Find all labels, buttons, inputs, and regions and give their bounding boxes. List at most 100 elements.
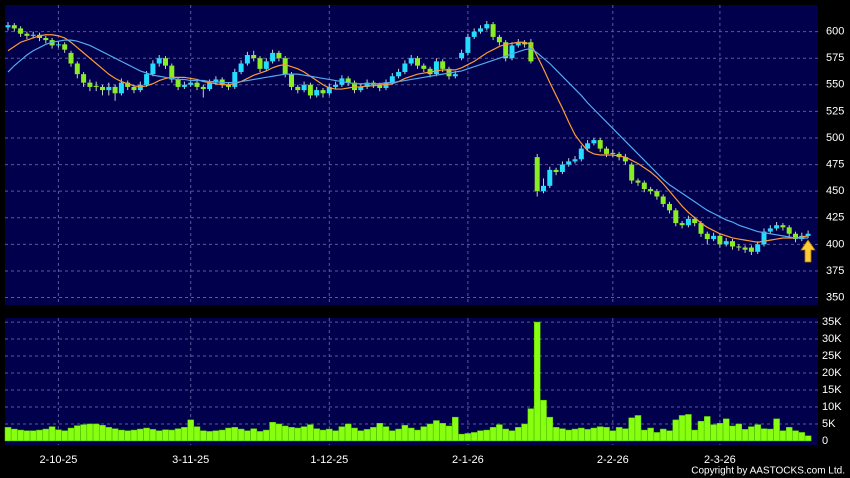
volume-bar bbox=[760, 428, 768, 442]
volume-bar bbox=[206, 431, 213, 442]
candle-body bbox=[30, 34, 36, 36]
candle-body bbox=[282, 58, 288, 75]
volume-bar bbox=[55, 429, 62, 442]
volume-bar bbox=[382, 426, 390, 442]
volume-bar bbox=[502, 428, 509, 442]
volume-bar bbox=[741, 429, 749, 442]
volume-bar bbox=[483, 429, 491, 442]
moving-average-line bbox=[7, 39, 809, 239]
volume-bar bbox=[634, 415, 642, 442]
candle-body bbox=[528, 42, 534, 62]
volume-bar bbox=[332, 430, 339, 442]
volume-bar bbox=[785, 427, 793, 442]
volume-bar bbox=[496, 424, 503, 442]
volume-bar bbox=[237, 428, 245, 442]
candle-body bbox=[711, 235, 717, 240]
price-panel bbox=[5, 5, 818, 305]
candle-body bbox=[377, 84, 383, 88]
volume-bar bbox=[17, 429, 24, 442]
volume-bar bbox=[105, 427, 113, 442]
volume-bar bbox=[439, 423, 446, 442]
candle-body bbox=[43, 37, 49, 41]
volume-bar bbox=[263, 429, 270, 442]
volume-bar bbox=[269, 421, 276, 442]
volume-bar bbox=[61, 430, 68, 442]
y-tick-label: 550 bbox=[826, 79, 844, 91]
candle-body bbox=[93, 85, 99, 87]
volume-bar bbox=[351, 427, 358, 442]
volume-bar bbox=[477, 430, 484, 442]
candle-body bbox=[289, 74, 294, 87]
volume-bar bbox=[48, 426, 56, 442]
candle-body bbox=[604, 148, 609, 154]
volume-bar bbox=[729, 425, 736, 442]
candle-body bbox=[503, 42, 509, 59]
volume-bar bbox=[804, 435, 812, 442]
candle-body bbox=[515, 42, 521, 46]
volume-bar bbox=[29, 430, 37, 442]
volume-bar bbox=[533, 321, 541, 442]
y-tick-label: 350 bbox=[826, 291, 844, 303]
candle-body bbox=[421, 65, 427, 69]
candle-body bbox=[81, 74, 87, 83]
candle-body bbox=[742, 247, 748, 250]
volume-bar bbox=[641, 429, 648, 442]
volume-bar bbox=[395, 428, 402, 442]
candle-body bbox=[622, 157, 628, 162]
volume-bar bbox=[628, 417, 635, 442]
y-tick-label: 600 bbox=[826, 26, 844, 38]
volume-bar bbox=[344, 423, 352, 442]
copyright: Copyright by AASTOCKS.com Ltd. bbox=[691, 466, 845, 477]
volume-bar bbox=[433, 420, 440, 442]
volume-bar bbox=[99, 425, 106, 442]
candle-body bbox=[276, 52, 282, 59]
volume-bar bbox=[678, 415, 686, 442]
candle-body bbox=[320, 90, 326, 94]
volume-bar bbox=[250, 428, 257, 442]
candle-body bbox=[396, 72, 402, 77]
volume-bar bbox=[773, 418, 780, 442]
candle-body bbox=[478, 28, 483, 32]
y-tick-label: 450 bbox=[826, 185, 844, 197]
candle-body bbox=[181, 84, 187, 87]
volume-bar bbox=[187, 419, 194, 442]
candle-body bbox=[534, 157, 540, 192]
volume-bar bbox=[540, 399, 547, 442]
volume-bar bbox=[716, 423, 724, 442]
candle-body bbox=[150, 63, 156, 75]
volume-bar bbox=[376, 423, 383, 442]
candle-body bbox=[251, 55, 257, 59]
candle-body bbox=[333, 84, 339, 87]
candle-body bbox=[761, 231, 767, 245]
candle-body bbox=[307, 84, 313, 96]
candle-body bbox=[11, 25, 17, 29]
candle-body bbox=[156, 58, 162, 64]
x-tick-label: 2-2-26 bbox=[597, 454, 629, 466]
candle-body bbox=[610, 152, 616, 154]
volume-bar bbox=[458, 433, 465, 442]
volume-bar bbox=[691, 429, 698, 442]
candle-body bbox=[74, 63, 80, 75]
volume-bar bbox=[527, 408, 535, 442]
volume-bar bbox=[470, 432, 478, 442]
volume-bar bbox=[181, 427, 188, 442]
volume-bar bbox=[294, 427, 302, 442]
volume-bar bbox=[596, 426, 604, 442]
y-tick-label: 25K bbox=[822, 350, 842, 362]
candle-body bbox=[5, 25, 11, 28]
volume-panel bbox=[5, 318, 818, 445]
volume-bar bbox=[193, 426, 201, 442]
volume-bar bbox=[546, 416, 554, 442]
volume-bar bbox=[36, 429, 43, 442]
volume-bar bbox=[218, 429, 226, 442]
candle-body bbox=[755, 244, 761, 252]
volume-bar bbox=[622, 428, 629, 442]
volume-bar bbox=[515, 427, 522, 442]
candle-body bbox=[591, 140, 597, 144]
candle-body bbox=[471, 31, 477, 37]
candle-body bbox=[226, 84, 231, 87]
candle-body bbox=[452, 74, 458, 77]
volume-bar bbox=[313, 428, 320, 442]
volume-bar bbox=[672, 419, 680, 442]
candle-body bbox=[692, 218, 698, 224]
